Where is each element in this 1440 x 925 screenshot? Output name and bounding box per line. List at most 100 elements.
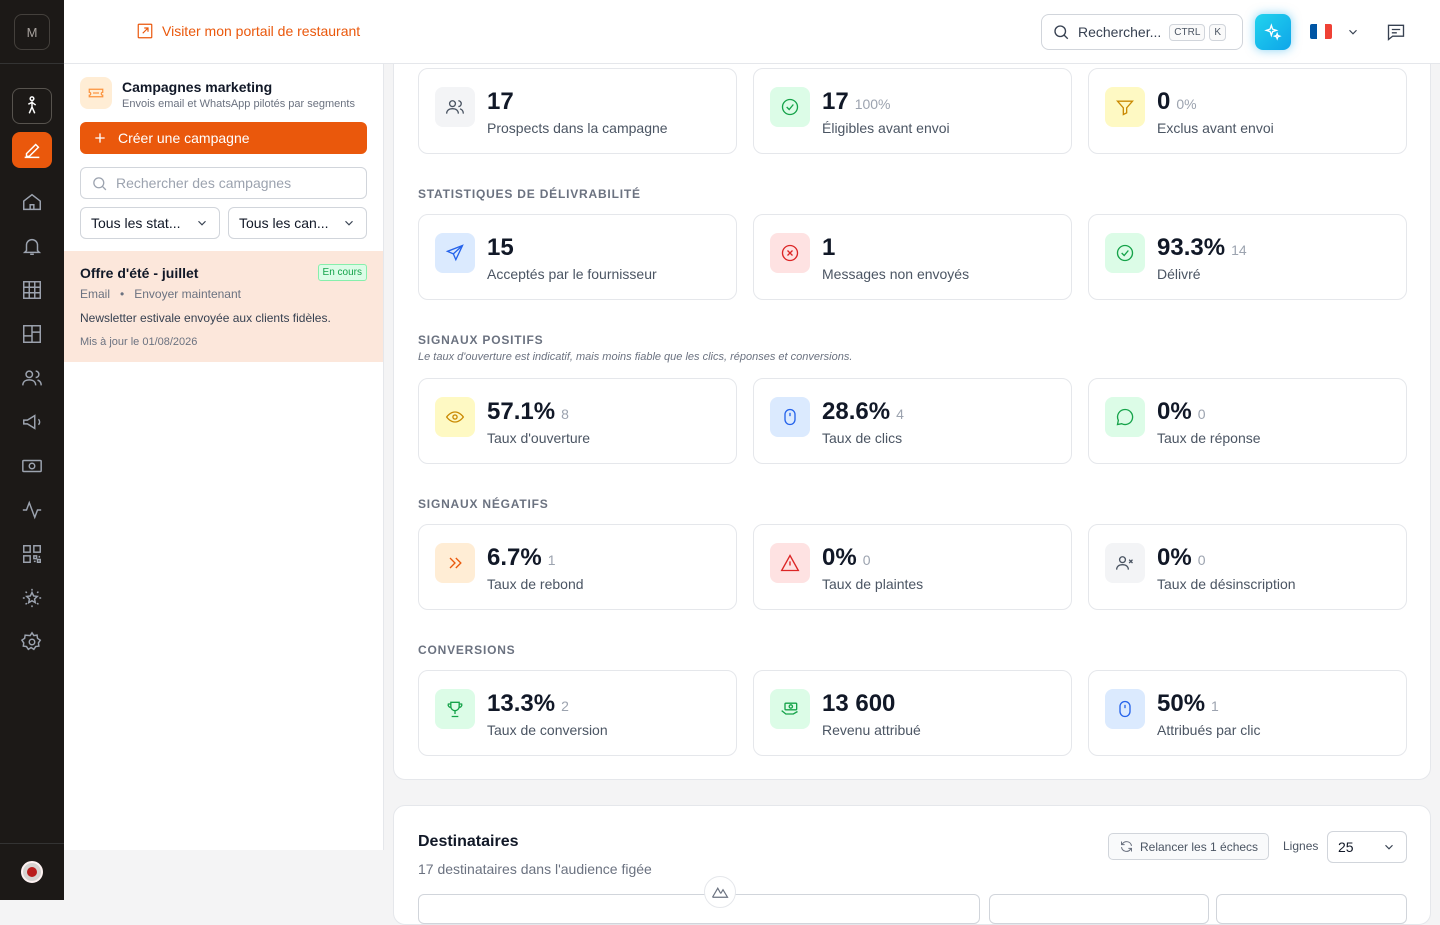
stat-card: 0 0% Exclus avant envoi [1088, 68, 1407, 154]
campaign-updated: Mis à jour le 01/08/2026 [80, 336, 198, 348]
language-selector[interactable] [1310, 24, 1360, 39]
france-flag-icon [1310, 24, 1332, 39]
stat-card: 1 Messages non envoyés [753, 214, 1072, 300]
feedback-button[interactable] [1386, 22, 1406, 47]
stat-value: 6.7% [487, 544, 542, 571]
rail-item-settings[interactable] [12, 624, 52, 660]
stat-icon-box [770, 689, 810, 729]
create-campaign-button[interactable]: Créer une campagne [80, 122, 367, 154]
stat-label: Taux de conversion [487, 722, 608, 738]
funnel-icon [1116, 100, 1134, 116]
edit-icon [24, 143, 40, 159]
rail-item-payments[interactable] [12, 448, 52, 484]
search-icon [1054, 25, 1069, 40]
nuxt-logo-icon [711, 887, 729, 898]
conversions-section-title: CONVERSIONS [418, 643, 516, 657]
sidebar-subtitle: Envois email et WhatsApp pilotés par seg… [122, 98, 355, 110]
refresh-icon [1121, 841, 1132, 852]
stat-icon-box [1105, 543, 1145, 583]
status-filter-select[interactable]: Tous les stat... [80, 207, 220, 239]
campaign-search-input[interactable]: Rechercher des campagnes [80, 167, 367, 199]
rows-per-page-value: 25 [1338, 839, 1354, 855]
rail-item-menu-grid[interactable] [12, 272, 52, 308]
stat-icon-box [435, 233, 475, 273]
stat-label: Attribués par clic [1157, 722, 1261, 738]
user-avatar[interactable] [21, 861, 43, 883]
gear-icon [21, 631, 42, 651]
channel-filter-select[interactable]: Tous les can... [228, 207, 367, 239]
rail-divider [0, 63, 64, 64]
campaign-list-item[interactable]: Offre d'été - juillet En cours Email • E… [64, 251, 383, 362]
rail-item-qr[interactable] [12, 536, 52, 572]
devtools-button[interactable] [704, 876, 736, 908]
rail-item-campaigns[interactable] [12, 404, 52, 440]
stat-value-row: 0% 0 [1157, 544, 1205, 572]
stat-value: 1 [822, 234, 836, 261]
stat-value-row: 0% 0 [1157, 398, 1205, 426]
stat-sub-value: 2 [561, 698, 569, 714]
stat-label: Prospects dans la campagne [487, 120, 668, 136]
stat-label: Éligibles avant envoi [822, 120, 950, 136]
retry-failed-button[interactable]: Relancer les 1 échecs [1108, 833, 1270, 860]
send-icon [445, 244, 464, 262]
campaign-channel: Email [80, 287, 111, 301]
campaign-title: Offre d'été - juillet [80, 265, 199, 281]
global-search[interactable]: Rechercher... CTRL K [1041, 14, 1243, 50]
table-filter-select[interactable] [989, 894, 1209, 924]
stat-label: Exclus avant envoi [1157, 120, 1274, 136]
rail-item-home[interactable] [12, 184, 52, 220]
stat-label: Revenu attribué [822, 722, 921, 738]
plus-icon [95, 133, 105, 143]
stat-card: 13.3% 2 Taux de conversion [418, 670, 737, 756]
trophy-icon [447, 701, 463, 718]
stat-value: 57.1% [487, 398, 556, 425]
mouse-icon [784, 408, 796, 426]
stat-sub-value: 4 [896, 406, 904, 422]
chevron-down-icon [345, 220, 353, 226]
stat-value-row: 13.3% 2 [487, 690, 569, 718]
stat-card: 6.7% 1 Taux de rebond [418, 524, 737, 610]
workspace-logo[interactable]: M [14, 14, 50, 50]
stat-sub-value: 100% [854, 96, 891, 112]
chevron-down-icon [1385, 844, 1393, 850]
kbd-ctrl: CTRL [1169, 23, 1206, 41]
stat-label: Taux de plaintes [822, 576, 924, 592]
stat-value-row: 0 0% [1157, 88, 1197, 116]
status-badge: En cours [317, 264, 367, 281]
stat-sub-value: 0 [862, 552, 871, 568]
warning-icon [780, 554, 800, 572]
ai-assistant-button[interactable] [1255, 14, 1291, 50]
ticket-icon [88, 88, 104, 98]
stat-icon-box [435, 543, 475, 583]
negative-section-title: SIGNAUX NÉGATIFS [418, 497, 549, 511]
stat-value: 0% [1157, 544, 1192, 571]
stat-value: 15 [487, 234, 514, 261]
campaign-search-placeholder: Rechercher des campagnes [116, 175, 292, 191]
stat-sub-value: 14 [1231, 242, 1247, 258]
portal-link[interactable]: Visiter mon portail de restaurant [136, 22, 360, 40]
rows-per-page-select[interactable]: 25 [1327, 831, 1407, 863]
rail-item-analytics[interactable] [12, 492, 52, 528]
rail-item-layout[interactable] [12, 316, 52, 352]
sparkles-icon [1264, 23, 1282, 41]
stat-card: 57.1% 8 Taux d'ouverture [418, 378, 737, 464]
recipients-panel: Destinataires 17 destinataires dans l'au… [393, 805, 1431, 925]
rail-item-reviews[interactable] [12, 580, 52, 616]
table-filter-select[interactable] [1216, 894, 1407, 924]
rail-item-notifications[interactable] [12, 228, 52, 264]
x-circle-icon [781, 244, 799, 262]
rail-item-customers[interactable] [12, 360, 52, 396]
stat-value: 17 [487, 88, 514, 115]
stat-icon-box [1105, 689, 1145, 729]
chevron-down-icon [1349, 29, 1357, 35]
rail-item-walkthrough[interactable] [12, 88, 52, 124]
stat-value-row: 6.7% 1 [487, 544, 556, 572]
rail-item-marketing[interactable] [12, 132, 52, 168]
stat-label: Taux de clics [822, 430, 903, 446]
stat-icon-box [1105, 87, 1145, 127]
retry-failed-label: Relancer les 1 échecs [1140, 839, 1259, 854]
recipients-subtitle: 17 destinataires dans l'audience figée [418, 861, 652, 877]
table-filter-input[interactable] [418, 894, 980, 924]
stat-sub-value: 1 [547, 552, 556, 568]
positive-section-note: Le taux d'ouverture est indicatif, mais … [418, 351, 853, 363]
